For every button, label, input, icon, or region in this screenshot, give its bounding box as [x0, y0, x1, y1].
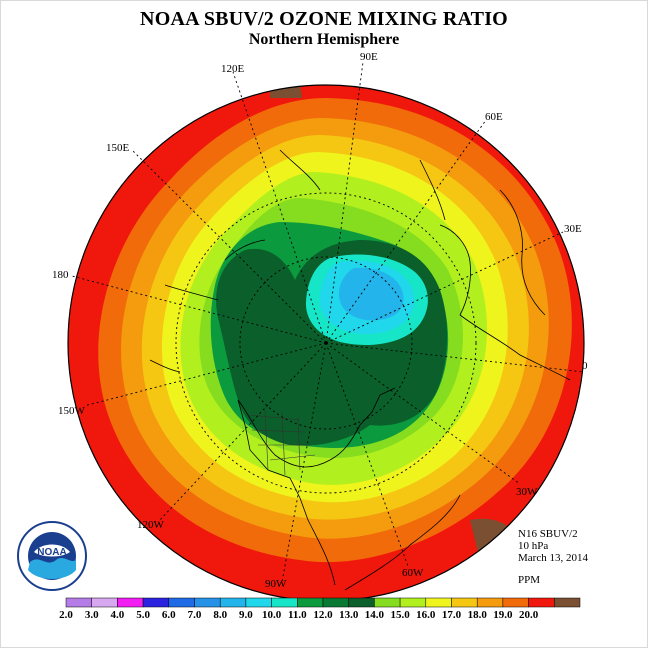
units-label: PPM [518, 574, 541, 586]
colorbar-tick-label: 18.0 [468, 609, 488, 621]
lon-label-60w: 60W [402, 567, 424, 579]
colorbar-swatch [348, 597, 375, 608]
colorbar-swatch [91, 597, 118, 608]
lon-label-90e: 90E [360, 51, 378, 63]
map-subtitle: Northern Hemisphere [248, 31, 400, 48]
colorbar-tick-label: 19.0 [493, 609, 513, 621]
colorbar-swatch [322, 597, 349, 608]
colorbar-swatch [65, 597, 92, 608]
map-title: NOAA SBUV/2 OZONE MIXING RATIO [140, 8, 508, 30]
colorbar-tick-label: 3.0 [85, 609, 99, 621]
noaa-logo: NOAA [17, 521, 87, 591]
colorbar-tick-label: 17.0 [442, 609, 462, 621]
colorbar-tick-label: 8.0 [213, 609, 227, 621]
colorbar-swatch [554, 597, 581, 608]
colorbar-tick-label: 2.0 [59, 609, 73, 621]
colorbar-swatch [219, 597, 247, 608]
colorbar-tick-label: 14.0 [365, 609, 385, 621]
longitude-labels: 90E 60E 30E 0 30W 60W 90W 120W 150W 180 … [52, 51, 588, 590]
us-state-borders [249, 409, 316, 476]
lon-label-0: 0 [582, 360, 588, 372]
colorbar-tick-label: 15.0 [390, 609, 410, 621]
colorbar-swatch [245, 597, 272, 608]
lon-label-150w: 150W [58, 405, 86, 417]
colorbar-swatch [297, 597, 324, 608]
lon-label-30e: 30E [564, 223, 582, 235]
lon-label-120e: 120E [221, 63, 245, 75]
colorbar-swatch [374, 597, 401, 608]
pressure-level-label: 10 hPa [518, 540, 549, 552]
band-8 [338, 267, 404, 321]
colorbar-swatch [194, 597, 221, 608]
colorbar-tick-label: 12.0 [313, 609, 333, 621]
colorbar-tick-label: 20.0 [519, 609, 539, 621]
colorbar-swatch [168, 597, 195, 608]
lon-label-180: 180 [52, 269, 69, 281]
colorbar-tick-label: 5.0 [136, 609, 150, 621]
colorbar-swatch [271, 597, 298, 608]
colorbar-tick-label: 11.0 [288, 609, 307, 621]
lon-label-90w: 90W [265, 578, 287, 590]
date-label: March 13, 2014 [518, 552, 588, 564]
colorbar-tick-label: 4.0 [111, 609, 125, 621]
lon-label-60e: 60E [485, 111, 503, 123]
colorbar-tick-label: 10.0 [262, 609, 282, 621]
colorbar-tick-label: 13.0 [339, 609, 359, 621]
graticule [71, 61, 585, 583]
colorbar-tick-label: 6.0 [162, 609, 176, 621]
lon-label-150e: 150E [106, 142, 130, 154]
lon-label-30w: 30W [516, 486, 538, 498]
colorbar-swatch [476, 597, 504, 608]
colorbar-swatch [451, 597, 478, 608]
colorbar-swatch [117, 597, 144, 608]
lon-label-120w: 120W [137, 519, 165, 531]
noaa-logo-text: NOAA [37, 547, 66, 558]
colorbar-tick-label: 7.0 [188, 609, 202, 621]
instrument-label: N16 SBUV/2 [518, 528, 578, 540]
colorbar-swatch [528, 597, 555, 608]
colorbar-swatch [502, 597, 529, 608]
colorbar-tick-label: 16.0 [416, 609, 436, 621]
colorbar-swatch [142, 597, 170, 608]
colorbar-swatch [425, 597, 452, 608]
colorbar-swatch [399, 597, 427, 608]
colorbar-tick-label: 9.0 [239, 609, 253, 621]
